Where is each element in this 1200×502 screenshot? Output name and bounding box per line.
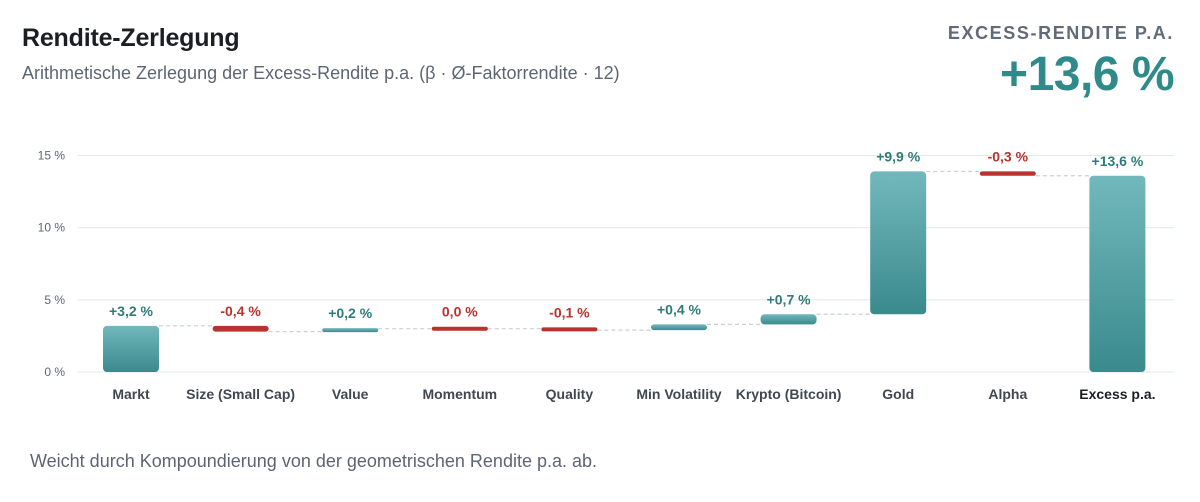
value-label: -0,4 % [220,303,261,319]
label-layer: +3,2 % Markt -0,4 % Size (Small Cap) +0,2 % V… [109,148,1156,402]
bar [870,171,927,315]
category-label: Excess p.a. [1079,386,1155,402]
bar [103,325,159,372]
category-label: Krypto (Bitcoin) [736,386,842,402]
bar-total [1089,175,1146,372]
value-label: +0,7 % [767,291,812,307]
value-label: +0,2 % [328,305,373,321]
bar [760,314,817,325]
category-label: Alpha [988,386,1027,402]
bar-layer [103,171,1146,372]
value-label: -0,3 % [988,148,1029,164]
bar [651,324,707,331]
category-label: Value [332,386,369,402]
y-tick-label: 5 % [44,293,65,307]
category-label: Markt [112,386,150,402]
y-tick-label: 0 % [44,365,65,379]
grid-layer: 0 % 5 % 10 % 15 % [38,149,1174,379]
bar [212,325,269,332]
kpi-label: EXCESS-RENDITE P.A. [947,23,1174,43]
chart-title: Rendite-Zerlegung [22,24,240,52]
kpi-value: +13,6 % [1000,48,1174,101]
y-tick-label: 15 % [38,149,66,163]
value-label: -0,1 % [549,304,590,320]
connector-layer [159,170,1090,333]
footnote: Weicht durch Kompoundierung von der geom… [30,451,598,471]
bar [541,327,598,332]
value-label: 0,0 % [442,304,478,320]
value-label: +13,6 % [1092,153,1144,169]
category-label: Min Volatility [636,386,722,402]
value-label: +9,9 % [876,148,921,164]
value-label: +3,2 % [109,303,154,319]
category-label: Gold [882,386,914,402]
bar [431,326,488,331]
category-label: Quality [546,386,594,402]
value-label: +0,4 % [657,301,702,317]
waterfall-chart: 0 % 5 % 10 % 15 % +3,2 % Markt -0,4 % Size (Sm… [38,148,1174,402]
category-label: Size (Small Cap) [186,386,295,402]
category-label: Momentum [422,386,497,402]
bar [979,171,1036,176]
chart-subtitle: Arithmetische Zerlegung der Excess-Rendi… [22,63,620,83]
y-tick-label: 10 % [38,221,66,235]
bar [322,328,379,333]
